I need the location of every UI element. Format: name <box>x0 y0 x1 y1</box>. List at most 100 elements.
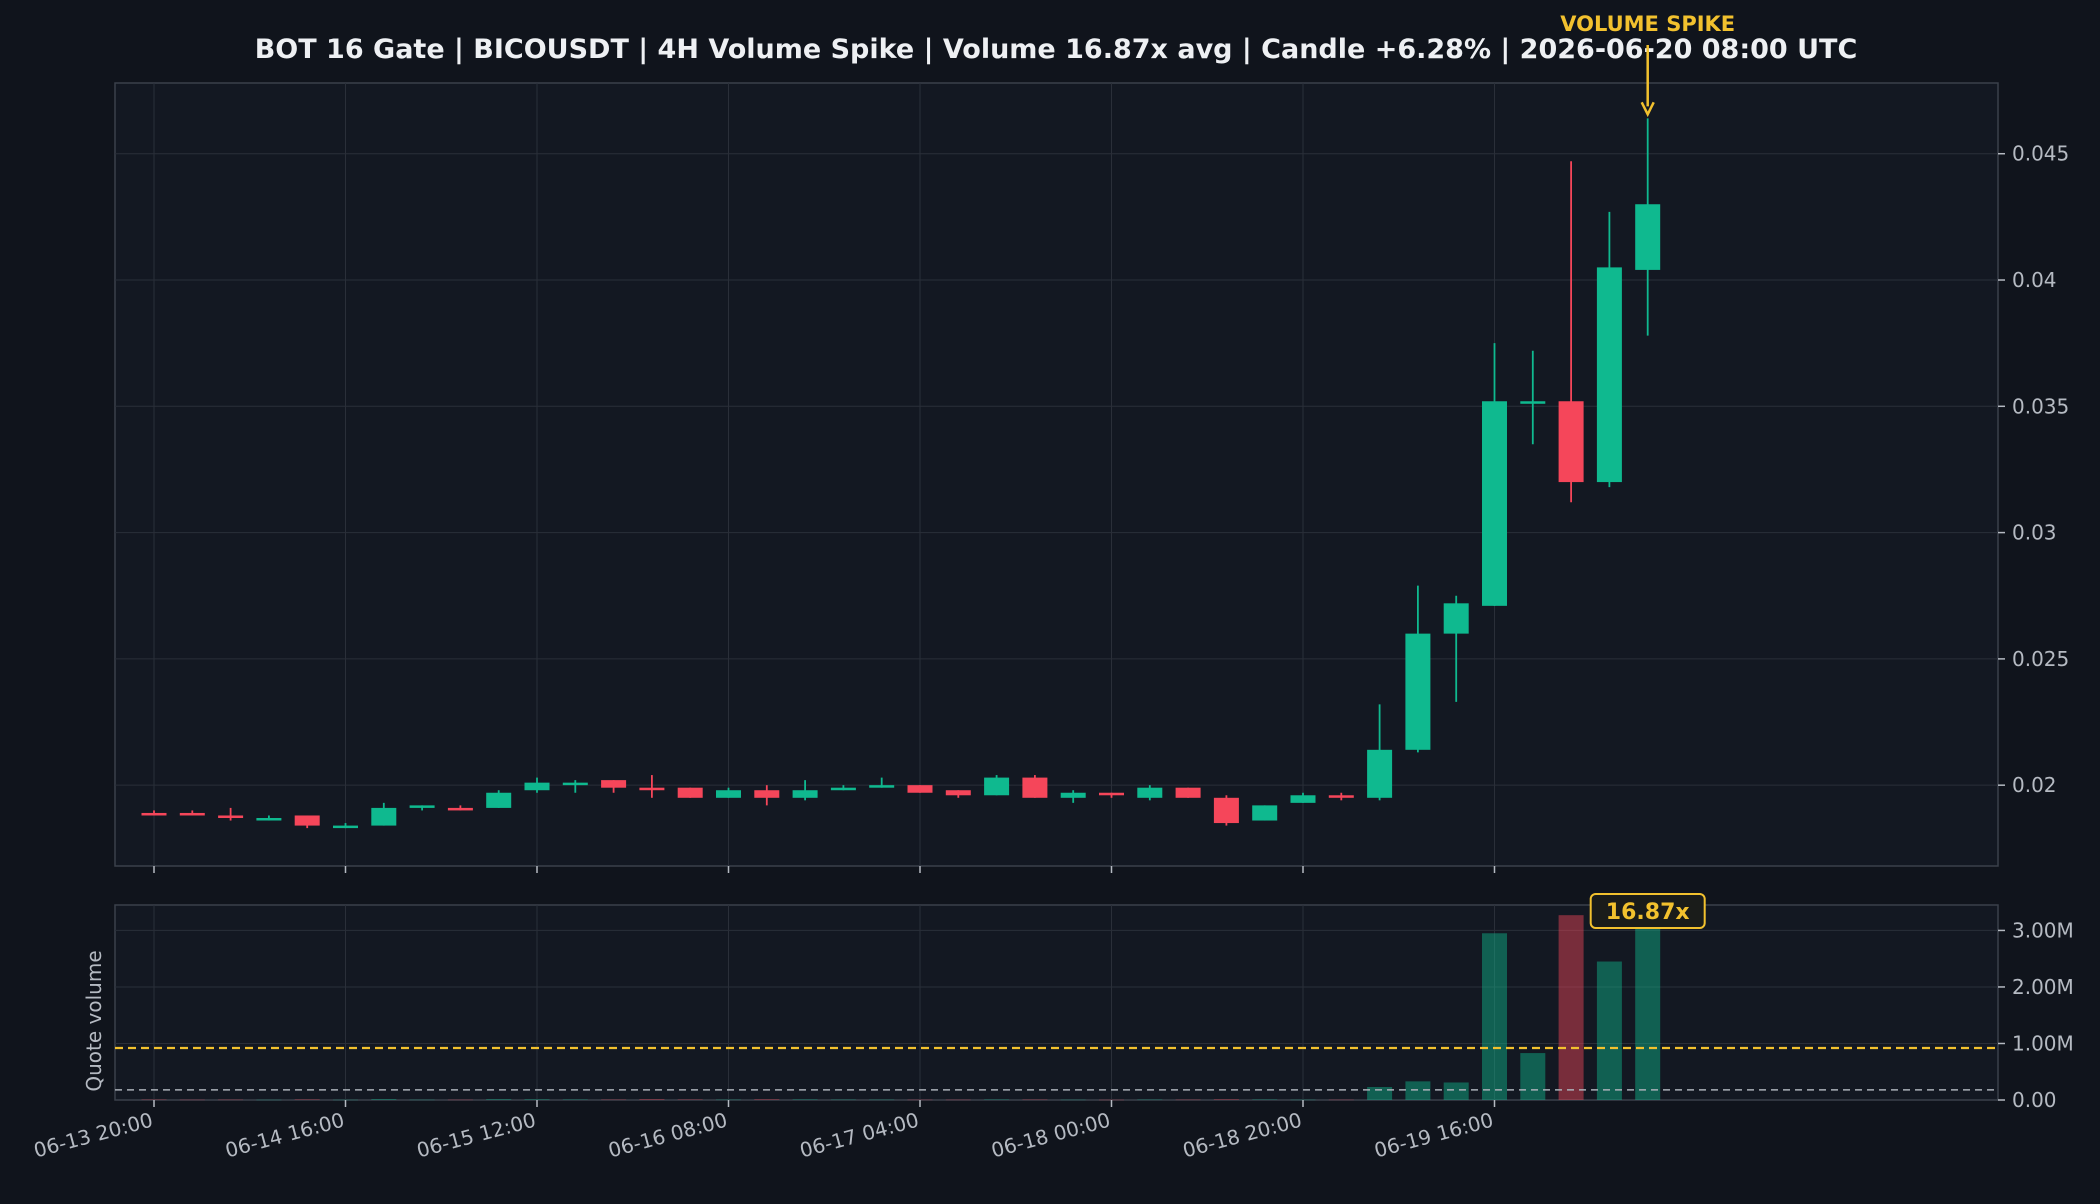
candle-body <box>1099 792 1124 796</box>
candle-body <box>1328 795 1354 798</box>
volume-bar <box>1022 1099 1048 1101</box>
volume-tick-label: 2.00M <box>2012 975 2074 999</box>
volume-bar <box>1482 933 1507 1100</box>
price-tick-label: 0.03 <box>2012 521 2057 545</box>
volume-bar <box>333 1099 358 1101</box>
candle-body <box>256 818 282 821</box>
candle-body <box>677 787 703 798</box>
volume-bar <box>984 1099 1010 1100</box>
volume-axis-label: Quote volume <box>82 950 106 1091</box>
candle-body <box>1213 797 1239 824</box>
volume-bar <box>141 1099 167 1101</box>
candle-body <box>830 787 856 791</box>
volume-bar <box>1137 1099 1163 1101</box>
volume-bar <box>486 1099 512 1100</box>
price-panel: 0.02 0.025 0.03 0.035 0.04 0.045 <box>114 82 2069 867</box>
volume-bar <box>218 1099 244 1101</box>
price-tick-label: 0.04 <box>2012 268 2057 292</box>
candle-body <box>907 785 933 793</box>
candle-body <box>447 807 473 811</box>
volume-bar <box>1290 1099 1316 1101</box>
volume-bar <box>1558 915 1584 1100</box>
candle-body <box>1635 204 1661 270</box>
volume-bar <box>639 1099 665 1100</box>
candle-body <box>1558 401 1584 483</box>
candle-body <box>333 825 358 829</box>
volume-tick-label: 0.00 <box>2012 1088 2057 1112</box>
candle-body <box>716 790 741 798</box>
candle-body <box>1137 787 1163 798</box>
volume-bar <box>677 1099 703 1100</box>
price-tick-label: 0.025 <box>2012 647 2069 671</box>
volume-bar <box>1099 1099 1124 1101</box>
volume-bar <box>371 1099 397 1100</box>
volume-bar <box>830 1099 856 1101</box>
volume-bar <box>1635 924 1661 1100</box>
volume-bar <box>409 1099 435 1101</box>
ratio-badge-box <box>1589 893 1706 929</box>
candle-body <box>1482 401 1507 606</box>
candle-body <box>1022 777 1048 798</box>
candle-body <box>1290 795 1316 803</box>
volume-bar <box>1596 961 1622 1100</box>
candle-body <box>945 790 971 796</box>
candle-body <box>1175 787 1201 798</box>
volume-bar <box>447 1099 473 1101</box>
volume-bar <box>1367 1087 1393 1100</box>
volume-bar <box>869 1099 895 1101</box>
candle-body <box>294 815 320 826</box>
volume-tick-label: 1.00M <box>2012 1031 2074 1055</box>
volume-bar <box>1060 1099 1086 1101</box>
volume-bar <box>1175 1099 1201 1101</box>
candle-body <box>141 812 167 816</box>
candle-body <box>486 792 512 808</box>
price-panel-frame <box>114 82 1999 867</box>
volume-panel: 0.00 1.00M 2.00M 3.00M <box>114 904 2074 1112</box>
candle-body <box>562 782 588 786</box>
candle-body <box>1596 267 1622 483</box>
candle-body <box>754 790 780 798</box>
volume-bar <box>754 1099 780 1100</box>
candle-body <box>1252 805 1278 821</box>
volume-bar <box>1405 1081 1431 1100</box>
volume-bar <box>1328 1099 1354 1101</box>
volume-spike-label: VOLUME SPIKE <box>1560 12 1735 36</box>
candle-body <box>1443 603 1469 634</box>
volume-bar <box>524 1099 550 1100</box>
price-tick-label: 0.02 <box>2012 773 2057 797</box>
volume-bar <box>1252 1099 1278 1100</box>
volume-tick-label: 3.00M <box>2012 918 2074 942</box>
candle-body <box>218 815 244 819</box>
candle-body <box>601 780 627 788</box>
ratio-badge-label: 16.87x <box>1606 900 1690 925</box>
candle-body <box>1060 792 1086 798</box>
volume-bar <box>792 1099 818 1100</box>
candle-body <box>984 777 1010 796</box>
ratio-badge: 16.87x <box>1589 893 1706 929</box>
volume-bar <box>562 1099 588 1100</box>
annotations: VOLUME SPIKE 16.87x <box>1560 12 1735 929</box>
candle-body <box>409 805 435 808</box>
candle-body <box>792 790 818 798</box>
volume-panel-frame <box>114 904 1999 1101</box>
volume-bar <box>1213 1099 1239 1100</box>
spike-arrow-head <box>1640 101 1655 118</box>
candle-body <box>371 807 397 826</box>
volume-bar <box>256 1099 282 1101</box>
volume-bar <box>716 1099 741 1101</box>
candle-body <box>869 785 895 788</box>
volume-bar <box>1443 1082 1469 1100</box>
price-tick-label: 0.035 <box>2012 394 2069 418</box>
price-tick-label: 0.045 <box>2012 142 2069 166</box>
candle-body <box>1520 401 1546 404</box>
candle-body <box>639 787 665 791</box>
volume-bar <box>179 1099 205 1101</box>
volume-bar <box>601 1099 627 1101</box>
candle-body <box>1367 749 1393 798</box>
candle-body <box>524 782 550 791</box>
candle-body <box>179 812 205 816</box>
chart-title: BOT 16 Gate | BICOUSDT | 4H Volume Spike… <box>255 34 1858 65</box>
volume-bar <box>907 1099 933 1101</box>
